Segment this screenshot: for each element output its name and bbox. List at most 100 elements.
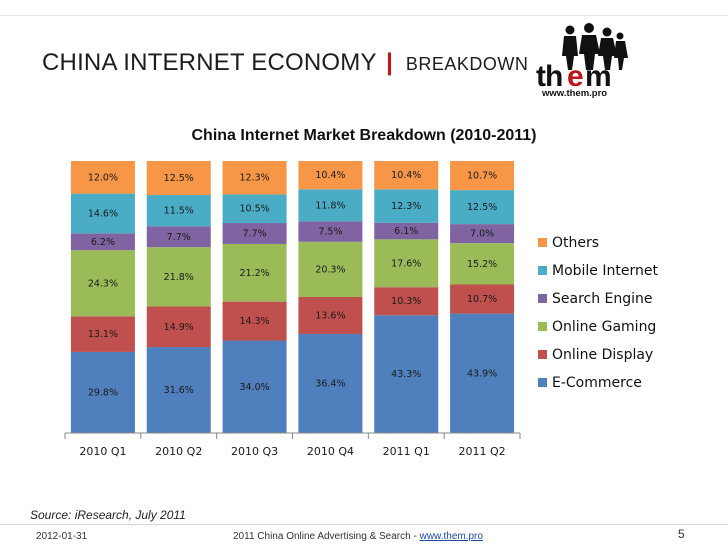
- page-number: 5: [678, 527, 685, 541]
- data-label: 11.8%: [315, 200, 345, 211]
- x-tick-label: 2011 Q1: [383, 445, 430, 458]
- bar-segment: [298, 297, 363, 334]
- data-label: 36.4%: [315, 378, 345, 389]
- data-label: 12.3%: [391, 201, 421, 212]
- data-label: 13.6%: [315, 310, 345, 321]
- bar-segment: [298, 189, 363, 222]
- bar-segment: [298, 241, 363, 297]
- legend-label: Others: [552, 235, 599, 251]
- data-label: 17.6%: [391, 258, 421, 269]
- legend-swatch: [538, 294, 547, 303]
- chart-title: China Internet Market Breakdown (2010-20…: [191, 127, 536, 144]
- data-label: 7.5%: [318, 227, 342, 238]
- svg-text:th: th: [536, 60, 562, 93]
- footer-center-text: 2011 China Online Advertising & Search -: [233, 531, 420, 542]
- data-label: 24.3%: [88, 278, 118, 289]
- data-label: 6.2%: [91, 237, 115, 248]
- top-divider: [0, 15, 728, 16]
- x-tick-label: 2010 Q3: [231, 445, 278, 458]
- data-label: 10.4%: [315, 170, 345, 181]
- bar-segment: [222, 223, 287, 244]
- data-label: 10.7%: [467, 171, 497, 182]
- bar-segment: [222, 161, 287, 195]
- bar-segment: [222, 340, 287, 433]
- bar-segment: [70, 250, 135, 317]
- bar-segment: [374, 222, 439, 240]
- data-label: 10.4%: [391, 170, 421, 181]
- bar-segment: [374, 239, 439, 288]
- data-label: 15.2%: [467, 259, 497, 270]
- data-label: 7.7%: [167, 232, 191, 243]
- header-subtitle: BREAKDOWN: [405, 54, 529, 74]
- bar-segment: [298, 221, 363, 242]
- x-tick-label: 2010 Q1: [79, 445, 126, 458]
- bar-segment: [450, 284, 515, 314]
- data-label: 43.9%: [467, 368, 497, 379]
- bar-segment: [374, 315, 439, 433]
- data-label: 14.9%: [164, 322, 194, 333]
- data-label: 7.7%: [243, 228, 267, 239]
- data-label: 29.8%: [88, 387, 118, 398]
- legend-label: E-Commerce: [552, 375, 642, 391]
- data-label: 34.0%: [239, 382, 269, 393]
- footer-date: 2012-01-31: [36, 531, 88, 542]
- data-label: 10.5%: [239, 204, 269, 215]
- data-label: 10.7%: [467, 294, 497, 305]
- svg-text:e: e: [567, 60, 583, 93]
- data-label: 20.3%: [315, 264, 345, 275]
- footer-divider: [0, 524, 728, 525]
- header-title: CHINA INTERNET ECONOMY: [42, 49, 377, 76]
- footer-link[interactable]: www.them.pro: [419, 531, 483, 542]
- data-label: 21.8%: [164, 272, 194, 283]
- data-label: 13.1%: [88, 329, 118, 340]
- svg-text:www.them.pro: www.them.pro: [541, 88, 607, 98]
- them-logo: th e m www.them.pro: [536, 23, 628, 98]
- bar-segment: [450, 161, 515, 191]
- data-label: 12.0%: [88, 172, 118, 183]
- data-label: 6.1%: [394, 226, 418, 237]
- legend-swatch: [538, 238, 547, 247]
- bar-segment: [146, 161, 211, 195]
- slide-footer: 2012-01-31 2011 China Online Advertising…: [0, 524, 728, 546]
- bar-segment: [70, 193, 135, 234]
- legend-label: Mobile Internet: [552, 263, 658, 279]
- bars-group: 29.8% 13.1% 24.3% 6.2% 14.6% 12.0% 31.6% 14.9% 2…: [70, 161, 515, 433]
- legend-swatch: [538, 266, 547, 275]
- data-label: 43.3%: [391, 369, 421, 380]
- bar-segment: [70, 351, 135, 433]
- bar-segment: [70, 161, 135, 194]
- bar-segment: [222, 194, 287, 224]
- bar-segment: [146, 347, 211, 433]
- bar-segment: [146, 247, 211, 307]
- legend-swatch: [538, 350, 547, 359]
- x-axis: 2010 Q1 2010 Q2 2010 Q3 2010 Q4 2011 Q1 2011 …: [64, 432, 521, 458]
- bar-segment: [222, 301, 287, 341]
- slide-header: CHINA INTERNET ECONOMY | BREAKDOWN: [42, 49, 528, 77]
- source-note: Source: iResearch, July 2011: [30, 508, 186, 522]
- data-label: 12.3%: [239, 173, 269, 184]
- bar-segment: [374, 161, 439, 190]
- bar-segment: [450, 190, 515, 225]
- header-separator: |: [386, 49, 394, 76]
- legend-label: Search Engine: [552, 291, 653, 307]
- legend-swatch: [538, 322, 547, 331]
- legend-label: Online Display: [552, 347, 653, 363]
- x-tick-label: 2011 Q2: [459, 445, 506, 458]
- data-label: 12.5%: [467, 202, 497, 213]
- bar-segment: [374, 189, 439, 223]
- data-label: 31.6%: [164, 385, 194, 396]
- bar-segment: [450, 243, 515, 285]
- bar-segment: [450, 313, 515, 433]
- bar-segment: [222, 243, 287, 302]
- data-label: 14.6%: [88, 208, 118, 219]
- data-label: 14.3%: [239, 316, 269, 327]
- svg-text:m: m: [585, 60, 611, 93]
- x-tick-label: 2010 Q4: [307, 445, 354, 458]
- bar-segment: [70, 233, 135, 251]
- footer-caption: 2011 China Online Advertising & Search -…: [233, 531, 483, 542]
- bar-segment: [70, 316, 135, 352]
- bar-segment: [298, 161, 363, 190]
- chart-legend: Others Mobile Internet Search Engine Online…: [538, 235, 658, 391]
- bar-segment: [450, 224, 515, 244]
